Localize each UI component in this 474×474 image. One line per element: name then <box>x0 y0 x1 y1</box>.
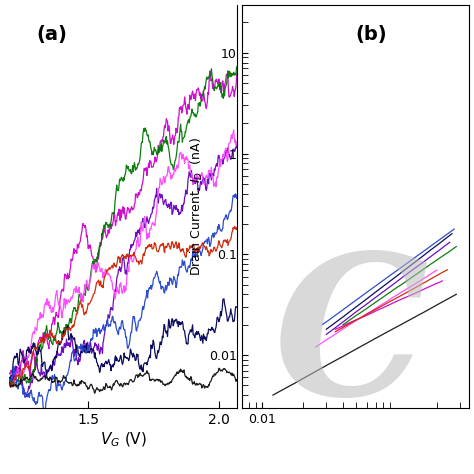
Text: C: C <box>273 247 428 436</box>
Text: (b): (b) <box>356 25 387 44</box>
Text: (a): (a) <box>37 25 68 44</box>
Y-axis label: Drain Current, $I_D$  (nA): Drain Current, $I_D$ (nA) <box>189 137 205 276</box>
X-axis label: $V_G$ (V): $V_G$ (V) <box>100 431 147 449</box>
